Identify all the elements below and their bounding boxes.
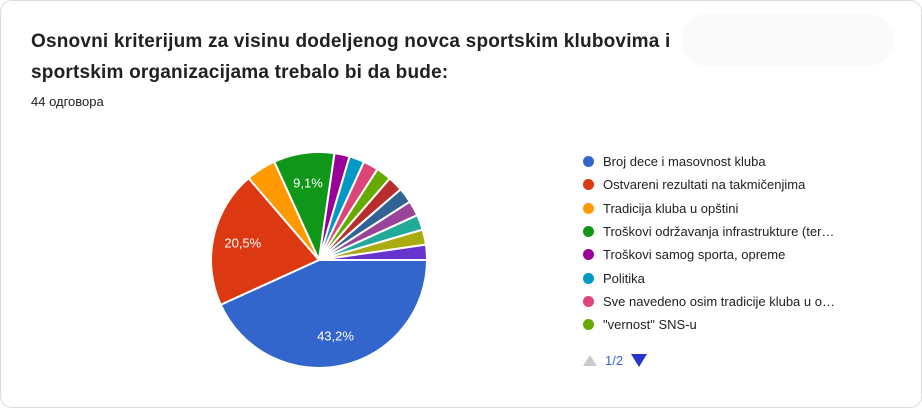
legend-swatch-icon — [583, 179, 594, 191]
legend-item: Troškovi održavanja infrastrukture (ter… — [583, 220, 915, 243]
pie-slice-percentage-label: 20,5% — [224, 236, 261, 251]
legend-item-label: Broj dece i masovnost kluba — [603, 154, 766, 170]
legend-swatch-icon — [583, 319, 594, 331]
legend-item: Sve navedeno osim tradicije kluba u o… — [583, 290, 915, 313]
pie-slice[interactable] — [318, 243, 428, 261]
legend-item: Ostvareni rezultati na takmičenjima — [583, 173, 915, 196]
question-title: Osnovni kriterijum za visinu dodeljenog … — [31, 31, 671, 83]
legend-next-page-icon[interactable] — [631, 353, 648, 367]
legend-page-indicator: 1/2 — [605, 352, 624, 368]
legend-item-label: "vernost" SNS-u — [603, 317, 697, 333]
legend-item: Politika — [583, 266, 915, 289]
faded-action-pill — [681, 14, 894, 66]
legend-swatch-icon — [583, 226, 594, 238]
legend-item-label: Ostvareni rezultati na takmičenjima — [603, 177, 806, 193]
pie-chart: 43,2% 20,5% 9,1% — [206, 147, 432, 373]
pie-slice-percentage-label: 9,1% — [293, 175, 323, 190]
legend-item: Broj dece i masovnost kluba — [583, 150, 915, 173]
legend-swatch-icon — [583, 295, 594, 307]
legend-item: Troškovi samog sporta, opreme — [583, 243, 915, 266]
legend-item-label: Tradicija kluba u opštini — [603, 200, 739, 216]
responses-count: 44 одговора — [31, 94, 104, 109]
legend-item-label: Sve navedeno osim tradicije kluba u o… — [603, 293, 835, 309]
pie-slice[interactable] — [210, 177, 320, 306]
legend-pager: 1/2 — [583, 352, 648, 368]
pie-chart-svg: 43,2% 20,5% 9,1% — [210, 151, 428, 369]
legend-prev-page-icon[interactable] — [583, 354, 597, 366]
legend-swatch-icon — [583, 272, 594, 284]
pie-slice[interactable] — [219, 259, 428, 369]
chart-legend: Broj dece i masovnost kluba Ostvareni rez… — [583, 150, 915, 336]
legend-item: Tradicija kluba u opštini — [583, 197, 915, 220]
legend-swatch-icon — [583, 249, 594, 261]
legend-item-label: Troškovi održavanja infrastrukture (ter… — [603, 224, 835, 240]
pie-slice-percentage-label: 43,2% — [317, 329, 354, 344]
legend-swatch-icon — [583, 156, 594, 168]
legend-item: "vernost" SNS-u — [583, 313, 915, 336]
legend-item-label: Politika — [603, 270, 645, 286]
legend-item-label: Troškovi samog sporta, opreme — [603, 247, 786, 263]
legend-swatch-icon — [583, 202, 594, 214]
